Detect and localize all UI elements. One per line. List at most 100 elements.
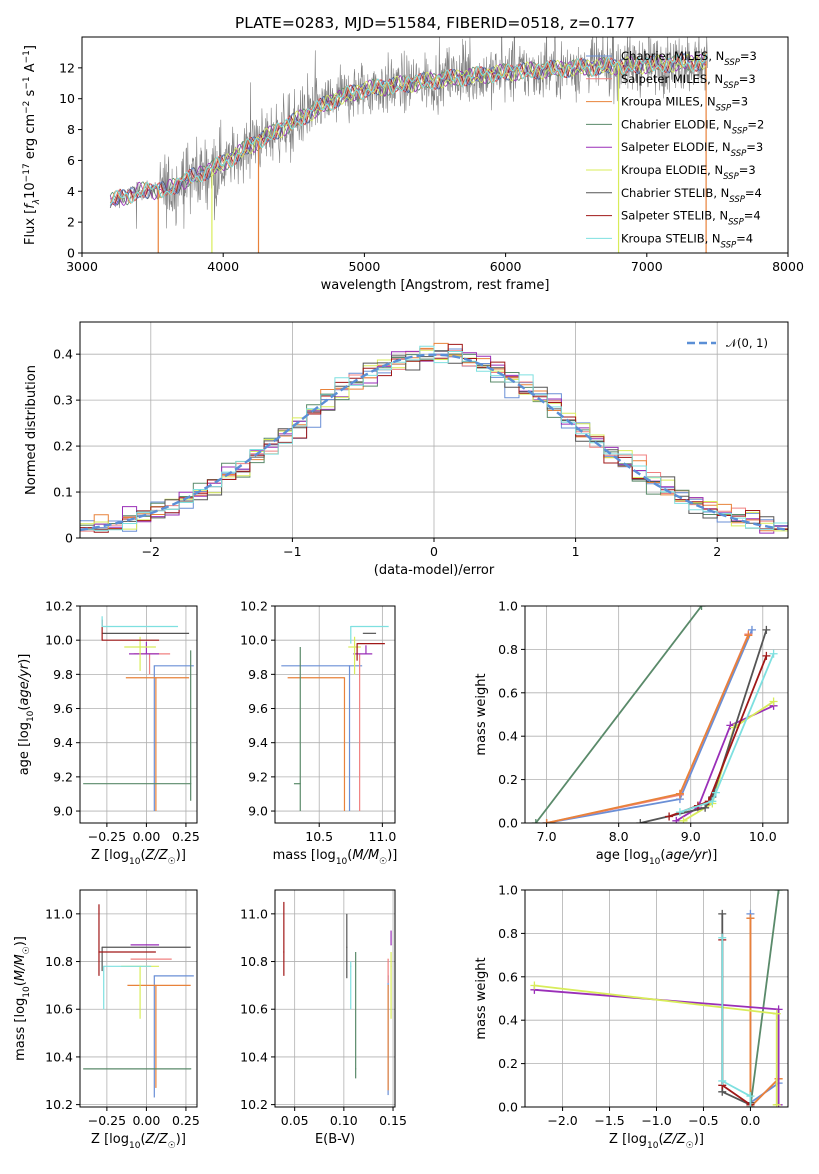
x-tick-label: −2.0 bbox=[547, 1113, 577, 1128]
x-tick-label: 0.05 bbox=[281, 1113, 309, 1128]
errorbar-0 bbox=[153, 665, 194, 812]
panel-age_vs_z: −0.25 0.00 0.25 9.0 9.2 9.4 9.6 9.8 10.0 10.2 Z [l… bbox=[17, 599, 200, 868]
x-tick-label: 8.0 bbox=[609, 829, 629, 844]
x-tick-label: −1.0 bbox=[641, 1113, 671, 1128]
axes-frame bbox=[524, 889, 789, 1108]
panel-spectrum: 3000 4000 5000 6000 7000 8000 0 2 4 6 8 10 12 Chabrie… bbox=[22, 36, 804, 293]
x-tick-label: 0 bbox=[430, 544, 438, 559]
weight-marker bbox=[747, 625, 756, 634]
x-tick-label: 0.25 bbox=[172, 829, 200, 844]
x-tick-label: 7000 bbox=[631, 259, 663, 274]
weight-marker bbox=[746, 1103, 755, 1107]
grid-mass_vs_ebv bbox=[275, 890, 395, 1107]
y-tick-label: 8 bbox=[67, 122, 75, 137]
x-axis-label: (data-model)/error bbox=[374, 563, 495, 578]
weight-marker bbox=[530, 981, 539, 990]
errorbar-8 bbox=[101, 616, 179, 628]
x-axis-label: Z [log10(Z/Z☉)] bbox=[609, 1132, 704, 1151]
y-tick-label: 9.8 bbox=[53, 667, 73, 682]
plot-area-mass_vs_z bbox=[83, 904, 194, 1098]
x-axis-label: mass [log10(M/M☉)] bbox=[273, 848, 398, 867]
plot-area-age_vs_mass bbox=[281, 625, 389, 812]
x-tick-label: 11.0 bbox=[368, 829, 396, 844]
weight-line-8 bbox=[721, 937, 752, 1107]
grid-mass_weight_vs_z bbox=[525, 889, 788, 1108]
weight-marker bbox=[665, 812, 674, 821]
weight-marker bbox=[718, 1076, 727, 1085]
weight-marker bbox=[718, 933, 727, 942]
x-tick-label: 2 bbox=[713, 544, 721, 559]
y-tick-label: 10.2 bbox=[240, 1097, 268, 1112]
axes-frame bbox=[79, 605, 198, 824]
y-tick-label: 10.8 bbox=[45, 954, 73, 969]
y-tick-label: 9.6 bbox=[248, 701, 268, 716]
y-tick-label: 10.2 bbox=[45, 1097, 73, 1112]
weight-marker bbox=[744, 631, 753, 640]
y-tick-label: 0.8 bbox=[498, 926, 518, 941]
errorbar-3 bbox=[83, 1068, 192, 1070]
weight-marker bbox=[679, 816, 688, 823]
x-tick-label: 6000 bbox=[490, 259, 522, 274]
errorbar-6 bbox=[362, 632, 377, 634]
y-tick-label: 10.0 bbox=[240, 633, 268, 648]
errorbar-7 bbox=[101, 619, 160, 641]
x-tick-label: 0.15 bbox=[379, 1113, 407, 1128]
legend-entry: Salpeter STELIB, NSSP=4 bbox=[621, 209, 761, 228]
x-axis-label: wavelength [Angstrom, rest frame] bbox=[321, 278, 550, 293]
plot-area-age_vs_z bbox=[83, 616, 194, 812]
y-tick-label: 9.8 bbox=[248, 667, 268, 682]
errorbar-1 bbox=[133, 653, 171, 675]
legend-entry: 𝒩(0, 1) bbox=[726, 336, 768, 350]
observed-spectrum bbox=[109, 37, 708, 229]
grid-age_vs_z bbox=[80, 605, 197, 823]
panel-mass_weight_vs_z: −2.0 −1.5 −1.0 −0.5 0.0 0.0 0.2 0.4 0.6 0.8 1.0 Z [… bbox=[474, 883, 789, 1151]
ticks-mass_vs_ebv: 0.05 0.10 0.15 10.2 10.4 10.6 10.8 11.0 bbox=[240, 906, 407, 1128]
y-tick-label: 9.4 bbox=[53, 735, 73, 750]
x-tick-label: 5000 bbox=[348, 259, 380, 274]
grid-age_vs_mass bbox=[275, 605, 395, 823]
legend-entry: Kroupa MILES, NSSP=3 bbox=[621, 95, 748, 114]
model-spectrum-8 bbox=[110, 53, 708, 204]
y-tick-label: 10 bbox=[59, 91, 75, 106]
weight-marker bbox=[769, 649, 778, 658]
y-tick-label: 0.2 bbox=[498, 772, 518, 787]
x-tick-label: 10.0 bbox=[749, 829, 777, 844]
errorbar-3 bbox=[293, 647, 301, 812]
x-tick-label: −2 bbox=[142, 544, 160, 559]
x-tick-label: −1 bbox=[283, 544, 301, 559]
y-tick-label: 4 bbox=[67, 184, 75, 199]
errorbar-8 bbox=[350, 625, 389, 644]
x-axis-label: age [log10(age/yr)] bbox=[596, 848, 718, 867]
y-axis-label: Flux [fλ10−17 erg cm−2 s−1 A−1] bbox=[22, 45, 42, 245]
y-axis-label: age [log10(age/yr)] bbox=[17, 654, 36, 776]
y-tick-label: 1.0 bbox=[498, 883, 518, 898]
y-tick-label: 10.4 bbox=[240, 1049, 268, 1064]
plot-area-mass_vs_ebv bbox=[283, 901, 392, 1096]
y-tick-label: 9.0 bbox=[248, 804, 268, 819]
plot-area-spectrum bbox=[109, 37, 708, 253]
errorbar-6 bbox=[101, 632, 190, 634]
legend-spectrum: Chabrier MILES, NSSP=3 Salpeter MILES, NS… bbox=[586, 49, 764, 250]
y-tick-label: 12 bbox=[59, 60, 75, 75]
axes-frame bbox=[81, 36, 789, 254]
weight-line-3 bbox=[535, 606, 703, 823]
errorbar-0 bbox=[281, 665, 363, 812]
panel-mass_weight_vs_age: 7.0 8.0 9.0 10.0 0.0 0.2 0.4 0.6 0.8 1.0 age [log1… bbox=[474, 599, 789, 867]
weight-marker bbox=[697, 606, 706, 610]
y-tick-label: 9.2 bbox=[53, 769, 73, 784]
x-axis-label: E(B-V) bbox=[315, 1132, 355, 1147]
plot-area-residuals bbox=[80, 342, 788, 534]
axes-frame bbox=[79, 321, 789, 539]
axes-frame bbox=[274, 889, 396, 1108]
panel-age_vs_mass: 10.5 11.0 9.0 9.2 9.4 9.6 9.8 10.0 10.2 mass [log… bbox=[240, 599, 397, 868]
weight-marker bbox=[774, 890, 783, 894]
errorbar-4 bbox=[130, 944, 160, 946]
legend-entry: Salpeter ELODIE, NSSP=3 bbox=[621, 140, 763, 159]
y-tick-label: 0 bbox=[67, 246, 75, 261]
x-tick-label: −0.25 bbox=[88, 1113, 126, 1128]
plot-area-mass_weight_vs_age bbox=[531, 606, 778, 823]
legend-entry: Chabrier STELIB, NSSP=4 bbox=[621, 186, 762, 205]
y-tick-label: 9.2 bbox=[248, 769, 268, 784]
panel-residuals: −2 −1 0 1 2 0 0.1 0.2 0.3 0.4 𝒩(0, 1) (data-model)/… bbox=[24, 321, 789, 578]
